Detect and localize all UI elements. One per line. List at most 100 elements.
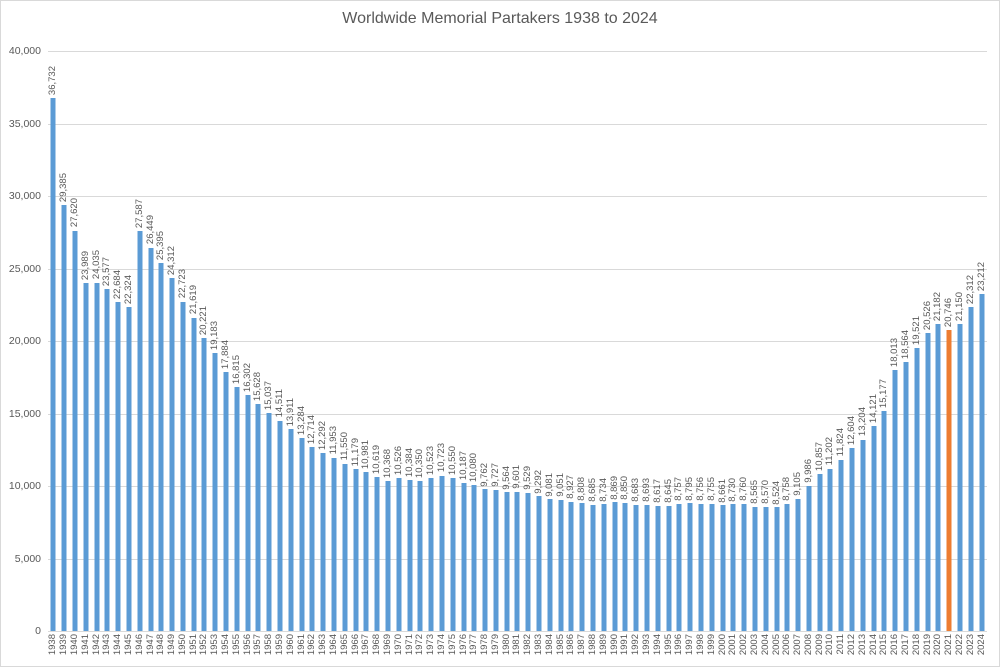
bar-1943[interactable] xyxy=(104,289,110,631)
bar-1974[interactable] xyxy=(439,475,445,631)
bar-column-1963: 12,292 1963 xyxy=(317,51,329,655)
bar-1942[interactable] xyxy=(94,282,100,631)
bar-1985[interactable] xyxy=(558,499,564,631)
bar-1966[interactable] xyxy=(353,468,359,631)
bar-1982[interactable] xyxy=(525,492,531,631)
x-tick-1977: 1977 xyxy=(468,634,480,656)
bar-2024[interactable] xyxy=(979,294,985,631)
bar-2009[interactable] xyxy=(817,473,823,631)
bar-2005[interactable] xyxy=(774,507,780,631)
bar-1999[interactable] xyxy=(709,504,715,631)
bar-2010[interactable] xyxy=(827,468,833,631)
bar-1970[interactable] xyxy=(396,478,402,631)
bar-1954[interactable] xyxy=(223,371,229,631)
bar-1950[interactable] xyxy=(180,301,186,631)
bar-1962[interactable] xyxy=(309,446,315,631)
bar-column-2011: 11,824 2011 xyxy=(835,51,847,654)
value-label-2001: 8,730 xyxy=(727,477,739,502)
bar-2019[interactable] xyxy=(925,333,931,631)
bar-2000[interactable] xyxy=(720,505,726,631)
bar-1993[interactable] xyxy=(644,504,650,631)
bar-2008[interactable] xyxy=(806,486,812,631)
bar-1969[interactable] xyxy=(385,480,391,631)
bar-2020[interactable] xyxy=(935,323,941,631)
bar-1951[interactable] xyxy=(191,317,197,631)
bar-1968[interactable] xyxy=(374,477,380,631)
bar-2001[interactable] xyxy=(730,504,736,631)
bar-1967[interactable] xyxy=(363,471,369,631)
bar-1956[interactable] xyxy=(245,394,251,631)
x-tick-2018: 2018 xyxy=(910,634,922,656)
bar-1983[interactable] xyxy=(536,496,542,631)
bar-1960[interactable] xyxy=(288,429,294,631)
bar-2016[interactable] xyxy=(892,369,898,631)
bar-2023[interactable] xyxy=(968,307,974,631)
bar-1953[interactable] xyxy=(212,352,218,631)
y-tick-25000: 25,000 xyxy=(8,262,41,275)
bar-1945[interactable] xyxy=(126,307,132,631)
bar-1941[interactable] xyxy=(83,283,89,631)
bar-2003[interactable] xyxy=(752,506,758,631)
bar-1996[interactable] xyxy=(676,504,682,631)
bar-2007[interactable] xyxy=(795,498,801,631)
bar-1949[interactable] xyxy=(169,278,175,631)
bar-2022[interactable] xyxy=(957,324,963,631)
bar-2004[interactable] xyxy=(763,506,769,631)
bar-1938[interactable] xyxy=(50,98,56,631)
bar-2006[interactable] xyxy=(784,504,790,631)
bar-1988[interactable] xyxy=(590,505,596,631)
value-label-1986: 8,927 xyxy=(565,474,577,499)
bar-1990[interactable] xyxy=(612,502,618,631)
bar-2011[interactable] xyxy=(838,459,844,631)
bar-1977[interactable] xyxy=(471,484,477,631)
bar-1992[interactable] xyxy=(633,505,639,631)
bar-2015[interactable] xyxy=(881,410,887,631)
bar-1987[interactable] xyxy=(579,503,585,631)
bar-2012[interactable] xyxy=(849,448,855,631)
bar-2014[interactable] xyxy=(871,426,877,631)
bar-1955[interactable] xyxy=(234,387,240,631)
bar-1986[interactable] xyxy=(568,501,574,631)
bar-1984[interactable] xyxy=(547,499,553,631)
bar-1952[interactable] xyxy=(201,337,207,631)
bar-1973[interactable] xyxy=(428,478,434,631)
bar-2002[interactable] xyxy=(741,503,747,631)
bar-1991[interactable] xyxy=(622,502,628,631)
bar-1972[interactable] xyxy=(417,480,423,631)
value-label-2006: 8,758 xyxy=(781,477,793,502)
bar-1997[interactable] xyxy=(687,503,693,631)
bar-1989[interactable] xyxy=(601,504,607,631)
x-tick-2001: 2001 xyxy=(727,634,739,656)
bar-1979[interactable] xyxy=(493,489,499,631)
bar-1961[interactable] xyxy=(299,438,305,631)
bar-1940[interactable] xyxy=(72,230,78,631)
bar-1994[interactable] xyxy=(655,506,661,631)
bar-1978[interactable] xyxy=(482,489,488,631)
bar-1965[interactable] xyxy=(342,463,348,631)
bar-column-2006: 8,758 2006 xyxy=(781,51,793,655)
bar-1959[interactable] xyxy=(277,420,283,631)
bar-column-2021: 20,746 2021 xyxy=(943,51,955,655)
bar-2021[interactable] xyxy=(946,330,952,631)
bar-1995[interactable] xyxy=(666,505,672,631)
bar-1948[interactable] xyxy=(158,262,164,631)
bar-1944[interactable] xyxy=(115,302,121,631)
bar-1957[interactable] xyxy=(255,404,261,631)
bar-1980[interactable] xyxy=(504,492,510,631)
bar-1998[interactable] xyxy=(698,504,704,631)
bar-2018[interactable] xyxy=(914,347,920,631)
bar-2013[interactable] xyxy=(860,439,866,631)
bar-column-1974: 10,723 1974 xyxy=(436,51,448,655)
bar-1946[interactable] xyxy=(137,231,143,631)
bar-1981[interactable] xyxy=(514,491,520,631)
bar-1947[interactable] xyxy=(148,247,154,631)
bar-1964[interactable] xyxy=(331,457,337,631)
bar-1963[interactable] xyxy=(320,452,326,631)
bar-1975[interactable] xyxy=(450,478,456,631)
bar-1939[interactable] xyxy=(61,204,67,631)
bar-1958[interactable] xyxy=(266,412,272,631)
bar-1976[interactable] xyxy=(461,483,467,631)
bar-column-1978: 9,762 1978 xyxy=(479,51,491,655)
bar-2017[interactable] xyxy=(903,361,909,631)
bar-1971[interactable] xyxy=(407,480,413,631)
